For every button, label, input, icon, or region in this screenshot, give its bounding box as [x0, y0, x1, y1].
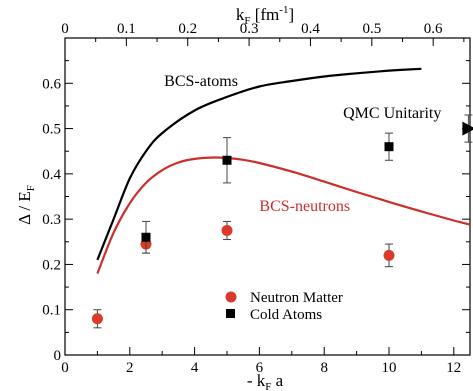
qmc-unitarity-point	[462, 121, 473, 136]
y-tick-label: 0	[54, 348, 62, 364]
theory-curves	[96, 67, 471, 274]
left-axis-ticks: 0 0.1 0.2 0.3 0.4 0.5 0.6	[42, 60, 470, 364]
y-tick-label: 0.5	[42, 122, 61, 138]
top-x-tick-label: 0	[61, 21, 69, 37]
curve-annotations: BCS-atoms BCS-neutrons QMC Unitarity	[164, 73, 441, 215]
y-tick-label: 0.3	[42, 212, 61, 228]
top-x-tick-label: 0.1	[117, 21, 136, 37]
cold-atoms-point	[222, 155, 232, 165]
neutron-matter-point	[383, 249, 395, 261]
legend-box	[212, 283, 372, 323]
x-tick-label: 0	[61, 360, 69, 376]
top-x-tick-label: 0.5	[362, 21, 381, 37]
y-tick-label: 0.6	[42, 76, 61, 92]
data-points	[91, 114, 473, 329]
top-x-tick-label: 0.4	[301, 21, 320, 37]
legend-neutron-matter-marker	[225, 291, 237, 303]
y-axis-label: Δ / EF	[15, 185, 37, 225]
legend-cold-atoms-label: Cold Atoms	[250, 307, 322, 323]
cold-atoms-point	[141, 232, 151, 242]
x-tick-label: 10	[382, 360, 397, 376]
bcs-atoms-curve	[96, 67, 422, 261]
qmc-unitarity-annotation: QMC Unitarity	[343, 105, 441, 122]
y-tick-label: 0.1	[42, 303, 61, 319]
bottom-axis-label: - kF a	[247, 371, 284, 391]
neutron-matter-point	[221, 224, 233, 236]
bcs-neutrons-annotation: BCS-neutrons	[259, 198, 350, 215]
legend-neutron-matter-label: Neutron Matter	[250, 290, 343, 306]
bcs-atoms-annotation: BCS-atoms	[164, 73, 238, 90]
top-x-tick-label: 0.6	[424, 21, 443, 37]
cold-atoms-point	[384, 142, 394, 152]
neutron-matter-point	[91, 313, 103, 325]
y-tick-label: 0.2	[42, 257, 61, 273]
x-tick-label: 12	[446, 360, 461, 376]
top-x-tick-label: 0.3	[240, 21, 259, 37]
x-tick-label: 4	[191, 360, 199, 376]
top-axis-label: kF [fm-1]	[236, 4, 294, 27]
bcs-neutrons-curve	[96, 156, 471, 274]
legend-cold-atoms-marker	[226, 309, 235, 318]
bottom-axis-ticks: 0 2 4 6 8 10 12	[61, 347, 461, 376]
x-tick-label: 6	[256, 360, 264, 376]
y-tick-label: 0.4	[42, 167, 61, 183]
x-tick-label: 2	[126, 360, 134, 376]
legend: Neutron Matter Cold Atoms	[212, 283, 372, 323]
top-x-tick-label: 0.2	[178, 21, 197, 37]
x-tick-label: 8	[320, 360, 328, 376]
top-axis-ticks: 0 0.1 0.2 0.3 0.4 0.5 0.6	[61, 21, 465, 46]
